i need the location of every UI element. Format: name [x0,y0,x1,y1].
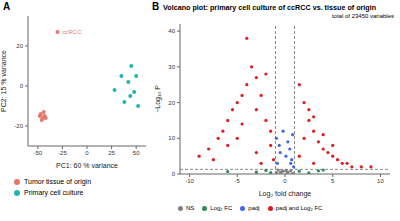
html-text:B Volcano plot: primary cell c: B Volcano plot: primary cell culture of … [152,1,377,12]
svg-text:ccRCC: ccRCC [63,29,83,35]
svg-text:50: 50 [133,150,140,156]
svg-text:PC2: 15 % variance: PC2: 15 % variance [0,50,7,112]
svg-text:-10: -10 [185,178,194,184]
svg-text:-5: -5 [235,178,241,184]
svg-text:0: 0 [283,178,287,184]
svg-text:0: 0 [85,150,89,156]
svg-text:5: 5 [331,178,335,184]
html-text:total of 23450 variables: total of 23450 variables [332,13,394,19]
svg-text:40: 40 [168,28,175,34]
svg-text:20: 20 [168,100,175,106]
html-text:Tumor tissue of origin: Tumor tissue of origin [24,178,91,185]
svg-text:10: 10 [168,135,175,141]
svg-text:PC1: 60 % variance: PC1: 60 % variance [56,162,118,169]
html-text:NS: NS [186,205,195,211]
svg-text:-20: -20 [14,123,23,129]
svg-text:0: 0 [20,83,24,89]
html-text:Log₂ FC: Log₂ FC [210,205,233,211]
svg-text:Log₂ fold change: Log₂ fold change [259,190,312,198]
svg-text:20: 20 [16,43,23,49]
svg-text:-50: -50 [33,150,42,156]
svg-text:10: 10 [377,178,384,184]
html-text:padj and Log₂ FC: padj and Log₂ FC [275,205,323,211]
svg-text:25: 25 [108,150,115,156]
svg-text:-25: -25 [58,150,67,156]
html-text:A: A [3,1,11,12]
svg-text:0: 0 [172,171,176,177]
svg-text:30: 30 [168,64,175,70]
html-text:Primary cell culture: Primary cell culture [24,189,84,196]
html-text:padj: padj [248,205,260,211]
svg-text:−Log₁₀ P: −Log₁₀ P [154,85,162,113]
